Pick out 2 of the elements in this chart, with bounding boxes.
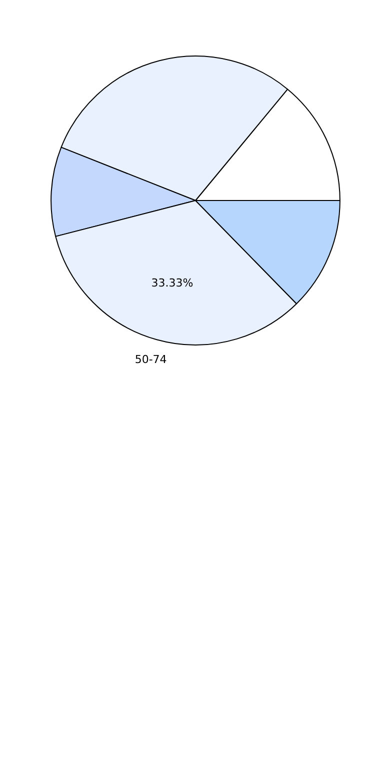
slice-label: 50-74: [134, 353, 167, 366]
data-label: 33.33%: [151, 276, 194, 290]
